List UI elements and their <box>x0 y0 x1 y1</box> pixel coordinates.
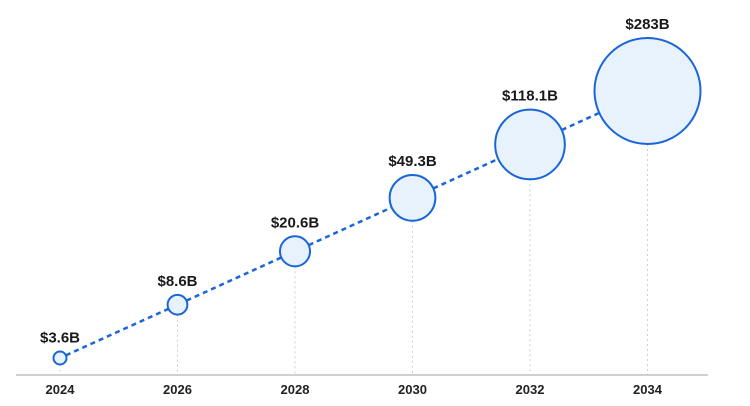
x-tick-label: 2024 <box>46 382 76 397</box>
bubble-2028 <box>278 235 312 268</box>
data-label: $283B <box>625 16 669 33</box>
bubble-2026 <box>166 293 189 316</box>
x-tick-labels: 2024 2026 2028 2030 2032 2034 <box>46 382 663 397</box>
x-tick-label: 2030 <box>398 382 427 397</box>
bubble-2034 <box>593 37 702 145</box>
x-tick-label: 2034 <box>633 382 663 397</box>
data-label: $8.6B <box>157 273 197 290</box>
data-label: $118.1B <box>502 88 558 105</box>
data-label: $20.6B <box>271 214 320 231</box>
data-labels: $3.6B $8.6B $20.6B $49.3B $118.1B $283B <box>40 16 670 347</box>
bubbles <box>52 37 702 366</box>
trend-line <box>65 111 600 357</box>
bubble-2032 <box>494 108 566 181</box>
x-tick-label: 2032 <box>516 382 545 397</box>
data-label: $49.3B <box>388 153 437 170</box>
bubble-2024 <box>52 350 68 366</box>
x-tick-label: 2026 <box>163 382 192 397</box>
drop-lines <box>59 144 648 375</box>
data-label: $3.6B <box>40 330 80 347</box>
bubble-2030 <box>388 174 437 222</box>
x-tick-label: 2028 <box>281 382 310 397</box>
